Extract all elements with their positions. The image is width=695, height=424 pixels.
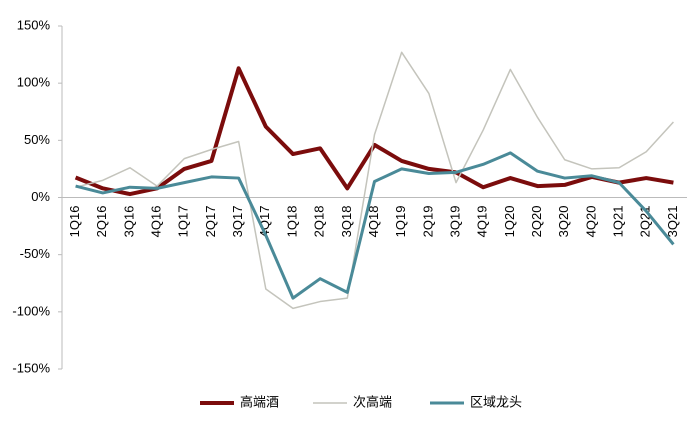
x-tick-label: 4Q16	[149, 206, 164, 238]
y-tick-label: -100%	[12, 303, 50, 318]
x-tick-label: 1Q18	[284, 206, 299, 238]
x-tick-label: 1Q16	[67, 206, 82, 238]
legend-label: 高端酒	[240, 394, 279, 409]
x-tick-label: 3Q21	[665, 206, 680, 238]
y-tick-label: 50%	[24, 132, 50, 147]
y-tick-label: 0%	[31, 189, 50, 204]
y-tick-label: -50%	[20, 246, 51, 261]
x-tick-label: 2Q17	[203, 206, 218, 238]
x-tick-label: 4Q17	[257, 206, 272, 238]
x-tick-label: 3Q16	[121, 206, 136, 238]
x-tick-label: 3Q20	[556, 206, 571, 238]
y-tick-label: -150%	[12, 360, 50, 375]
y-tick-label: 150%	[17, 17, 51, 32]
x-tick-label: 4Q20	[583, 206, 598, 238]
x-tick-label: 3Q18	[339, 206, 354, 238]
legend-label: 区域龙头	[470, 394, 522, 409]
x-tick-label: 4Q18	[366, 206, 381, 238]
y-tick-label: 100%	[17, 75, 51, 90]
x-tick-label: 1Q20	[502, 206, 517, 238]
series-line	[75, 51, 674, 310]
legend-label: 次高端	[353, 394, 392, 409]
x-tick-label: 2Q16	[94, 206, 109, 238]
x-tick-label: 1Q19	[393, 206, 408, 238]
series-line	[74, 66, 674, 197]
x-tick-label: 1Q17	[176, 206, 191, 238]
x-tick-label: 1Q21	[611, 206, 626, 238]
x-tick-label: 3Q19	[447, 206, 462, 238]
x-tick-label: 2Q20	[529, 206, 544, 238]
x-tick-label: 2Q19	[420, 206, 435, 238]
x-tick-label: 2Q18	[312, 206, 327, 238]
x-tick-label: 3Q17	[230, 206, 245, 238]
x-tick-label: 4Q19	[475, 206, 490, 238]
series-line	[75, 151, 675, 300]
